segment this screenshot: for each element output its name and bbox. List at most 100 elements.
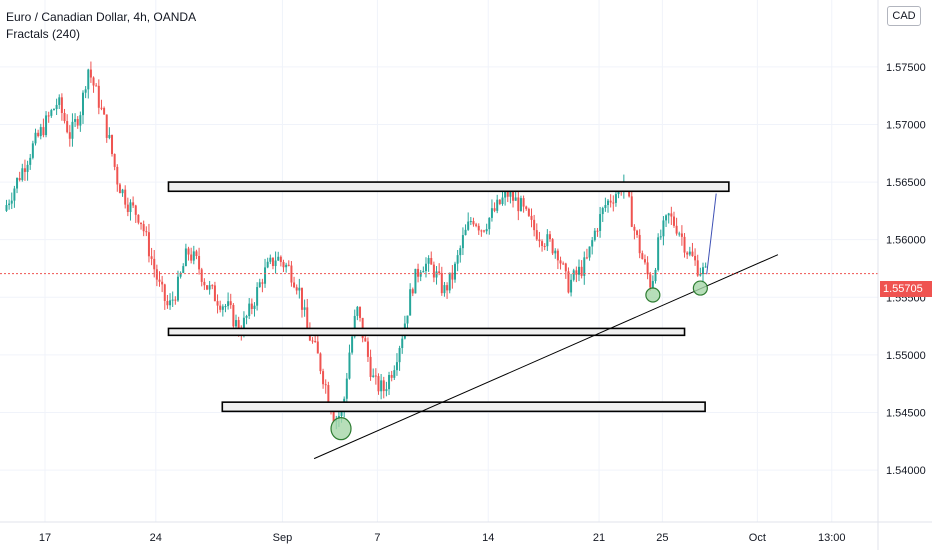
candle-body: [506, 191, 509, 197]
candle-body: [601, 207, 604, 215]
candle-body: [232, 304, 235, 327]
candle-body: [567, 271, 570, 293]
candle-body: [37, 132, 40, 137]
candle-body: [39, 127, 42, 137]
candle-body: [430, 258, 433, 265]
candle-body: [129, 202, 132, 212]
candle-body: [208, 285, 211, 290]
candle-body: [704, 266, 707, 268]
candle-body: [435, 271, 438, 278]
candle-body: [427, 258, 430, 264]
candle-body: [440, 273, 443, 294]
candle-body: [564, 263, 567, 272]
candle-body: [599, 214, 602, 231]
candle-body: [227, 301, 230, 307]
candle-body: [533, 219, 536, 231]
candle-body: [216, 301, 219, 306]
symbol-title[interactable]: Euro / Canadian Dollar, 4h, OANDA: [6, 10, 197, 24]
candle-body: [406, 315, 409, 324]
candle-body: [13, 188, 16, 201]
candle-body: [538, 239, 541, 242]
candle-body: [163, 284, 166, 301]
candle-body: [195, 251, 198, 256]
indicator-label[interactable]: Fractals (240): [6, 27, 81, 41]
candle-body: [480, 230, 483, 232]
price-tick-label: 1.54500: [886, 408, 926, 420]
candle-body: [174, 299, 177, 301]
candle-body: [448, 272, 451, 291]
candle-body: [390, 375, 393, 378]
candle-body: [364, 338, 367, 342]
time-tick-label: 24: [150, 532, 162, 544]
candle-body: [327, 385, 330, 403]
candle-body: [630, 196, 633, 227]
candle-body: [279, 256, 282, 262]
candle-body: [377, 376, 380, 392]
candle-body: [269, 257, 272, 262]
time-axis[interactable]: 17 24 Sep 7 14 21 25 Oct 13:00: [39, 532, 846, 544]
time-tick-label: 7: [374, 532, 380, 544]
candle-body: [311, 340, 314, 342]
candle-body: [633, 226, 636, 231]
candle-body: [451, 272, 454, 280]
touch-point-ellipse: [330, 417, 352, 441]
candle-body: [596, 230, 599, 232]
candle-body: [614, 194, 617, 203]
candle-body: [527, 208, 530, 216]
candle-body: [63, 113, 66, 122]
candle-body: [282, 261, 285, 268]
candle-body: [662, 220, 665, 237]
candle-body: [395, 362, 398, 371]
candle-body: [483, 230, 486, 232]
candle-body: [517, 197, 520, 212]
chart-legend: Euro / Canadian Dollar, 4h, OANDA Fracta…: [6, 9, 196, 43]
candle-body: [47, 115, 50, 117]
candle-body: [314, 340, 317, 342]
currency-button[interactable]: CAD: [887, 6, 921, 26]
candle-body: [84, 89, 87, 93]
candle-body: [580, 266, 583, 276]
candle-body: [100, 107, 103, 109]
candle-body: [345, 378, 348, 399]
drawings[interactable]: [0, 181, 878, 460]
candle-body: [359, 306, 362, 318]
candle-body: [411, 289, 414, 294]
touch-point-ellipse: [692, 280, 708, 296]
candle-body: [76, 119, 79, 126]
candle-body: [97, 85, 100, 108]
candle-body: [469, 221, 472, 223]
candle-body: [680, 233, 683, 237]
candle-body: [26, 164, 29, 172]
time-tick-label: 17: [39, 532, 51, 544]
candle-body: [432, 264, 435, 278]
candle-body: [285, 264, 288, 268]
candle-body: [298, 287, 301, 291]
candle-body: [332, 411, 335, 422]
candle-body: [438, 271, 441, 274]
candle-body: [92, 77, 95, 86]
candle-body: [385, 389, 388, 392]
candle-body: [498, 199, 501, 204]
candle-body: [74, 119, 77, 122]
candle-body: [55, 104, 58, 110]
candle-body: [300, 287, 303, 310]
candle-body: [261, 282, 264, 284]
candle-body: [126, 204, 129, 212]
time-tick-label: Sep: [273, 532, 293, 544]
candle-body: [71, 121, 74, 139]
candle-body: [182, 266, 185, 273]
price-axis[interactable]: 1.540001.545001.550001.555001.560001.565…: [886, 62, 926, 477]
time-tick-label: 14: [482, 532, 494, 544]
price-tick-label: 1.57000: [886, 119, 926, 131]
candle-body: [446, 285, 449, 291]
candle-body: [488, 217, 491, 230]
candle-body: [264, 267, 267, 284]
candle-body: [245, 316, 248, 318]
candle-body: [577, 266, 580, 275]
candle-body: [132, 202, 135, 206]
candle-body: [340, 410, 343, 416]
candle-body: [68, 132, 71, 139]
candle-body: [572, 270, 575, 280]
candle-body: [124, 189, 127, 205]
